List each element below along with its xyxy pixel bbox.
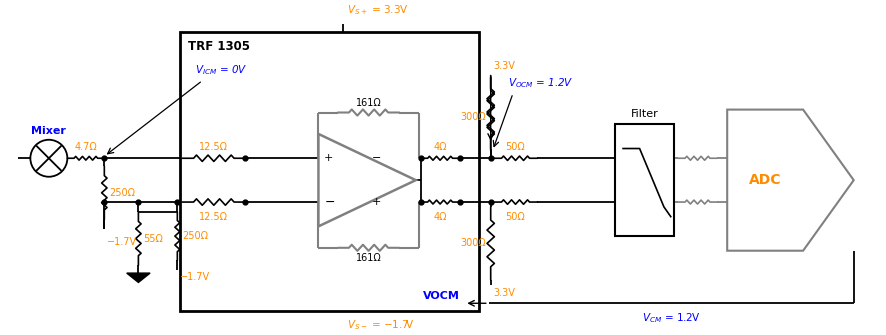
Text: Filter: Filter [630, 109, 657, 119]
Text: 55Ω: 55Ω [144, 233, 163, 244]
Text: −: − [371, 153, 381, 163]
Text: 300Ω: 300Ω [460, 112, 486, 122]
Text: 12.5Ω: 12.5Ω [199, 142, 228, 152]
Text: +: + [324, 153, 333, 163]
Text: 3.3V: 3.3V [494, 61, 515, 71]
Text: 250Ω: 250Ω [182, 231, 208, 241]
Text: −: − [324, 196, 334, 209]
Polygon shape [127, 273, 150, 282]
Text: 4Ω: 4Ω [433, 142, 447, 152]
Text: $V_{ICM}$ = 0V: $V_{ICM}$ = 0V [195, 64, 247, 77]
Text: 161Ω: 161Ω [355, 253, 381, 263]
Text: 4Ω: 4Ω [433, 212, 447, 222]
Text: −1.7V: −1.7V [107, 237, 137, 247]
Text: VOCM: VOCM [423, 291, 459, 301]
Text: 12.5Ω: 12.5Ω [199, 212, 228, 222]
Text: 3.3V: 3.3V [494, 288, 515, 298]
Text: 50Ω: 50Ω [505, 212, 525, 222]
Text: 4.7Ω: 4.7Ω [74, 142, 97, 152]
Polygon shape [318, 134, 416, 226]
Text: $V_{S-}$ = −1.7V: $V_{S-}$ = −1.7V [346, 318, 414, 332]
Text: 250Ω: 250Ω [109, 188, 135, 198]
Text: 161Ω: 161Ω [355, 97, 381, 108]
Text: $V_{CM}$ = 1.2V: $V_{CM}$ = 1.2V [641, 311, 700, 325]
Text: −1.7V: −1.7V [180, 272, 210, 282]
Text: $V_{OCM}$ = 1.2V: $V_{OCM}$ = 1.2V [508, 76, 573, 90]
Text: TRF 1305: TRF 1305 [188, 40, 250, 53]
Polygon shape [727, 110, 852, 251]
Text: $V_{S+}$ = 3.3V: $V_{S+}$ = 3.3V [346, 3, 408, 17]
Text: ADC: ADC [748, 173, 781, 187]
Text: 50Ω: 50Ω [505, 142, 525, 152]
Text: 300Ω: 300Ω [460, 239, 486, 249]
Text: Mixer: Mixer [31, 126, 66, 136]
Polygon shape [615, 124, 672, 236]
Text: +: + [371, 197, 381, 207]
